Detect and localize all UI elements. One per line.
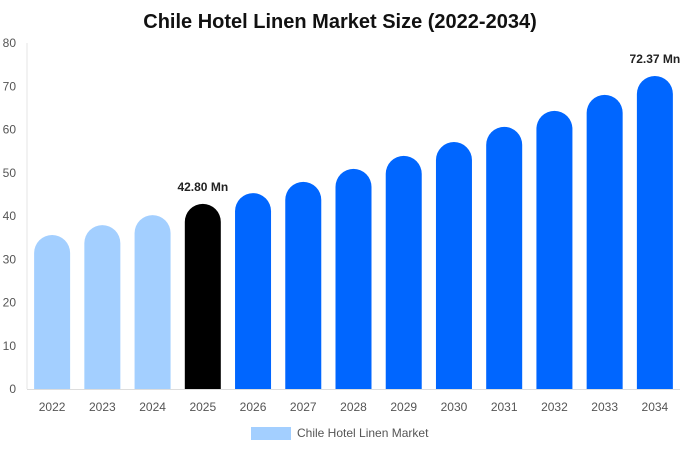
- x-tick-label: 2024: [139, 400, 166, 414]
- y-tick-label: 70: [3, 79, 17, 93]
- bar-2028[interactable]: [335, 168, 372, 389]
- y-tick-label: 50: [3, 166, 17, 180]
- y-tick-label: 60: [3, 123, 17, 137]
- y-axis: 0 10 20 30 40 50 60 70 80: [3, 36, 28, 396]
- x-axis: 2022 2023 2024 2025 2026 2027 2028 2029 2030 2031…: [27, 389, 680, 414]
- x-tick-label: 2034: [642, 400, 669, 414]
- y-tick-label: 0: [9, 382, 16, 396]
- x-tick-label: 2028: [340, 400, 367, 414]
- y-tick-label: 80: [3, 36, 17, 50]
- x-tick-label: 2026: [240, 400, 267, 414]
- bar-2027[interactable]: [285, 181, 322, 389]
- y-tick-label: 20: [3, 296, 17, 310]
- bar-2034[interactable]: [636, 75, 673, 389]
- annotations: 42.80 Mn 72.37 Mn: [177, 52, 680, 194]
- x-tick-label: 2029: [390, 400, 417, 414]
- bar-2029[interactable]: [385, 155, 422, 389]
- x-tick-label: 2025: [189, 400, 216, 414]
- x-tick-label: 2031: [491, 400, 518, 414]
- x-tick-label: 2022: [39, 400, 66, 414]
- bar-2026[interactable]: [235, 193, 272, 389]
- bar-2033[interactable]: [586, 94, 623, 389]
- x-tick-label: 2032: [541, 400, 568, 414]
- x-tick-label: 2033: [591, 400, 618, 414]
- y-tick-label: 10: [3, 339, 17, 353]
- bar-2025[interactable]: [184, 203, 221, 389]
- bar-2024[interactable]: [134, 215, 171, 389]
- bars: [34, 75, 673, 389]
- y-tick-label: 30: [3, 252, 17, 266]
- bar-2030[interactable]: [435, 142, 472, 389]
- x-tick-label: 2027: [290, 400, 317, 414]
- chart-title: Chile Hotel Linen Market Size (2022-2034…: [143, 11, 536, 33]
- bar-2023[interactable]: [84, 225, 121, 389]
- bar-2032[interactable]: [536, 110, 573, 389]
- bar-2031[interactable]: [486, 126, 523, 389]
- bar-2022[interactable]: [34, 235, 71, 389]
- legend[interactable]: Chile Hotel Linen Market: [251, 426, 429, 440]
- x-tick-label: 2030: [441, 400, 468, 414]
- data-label: 72.37 Mn: [630, 52, 680, 66]
- x-tick-label: 2023: [89, 400, 116, 414]
- legend-swatch: [251, 427, 291, 440]
- legend-label: Chile Hotel Linen Market: [297, 426, 429, 440]
- data-label: 42.80 Mn: [177, 180, 228, 194]
- y-tick-label: 40: [3, 209, 17, 223]
